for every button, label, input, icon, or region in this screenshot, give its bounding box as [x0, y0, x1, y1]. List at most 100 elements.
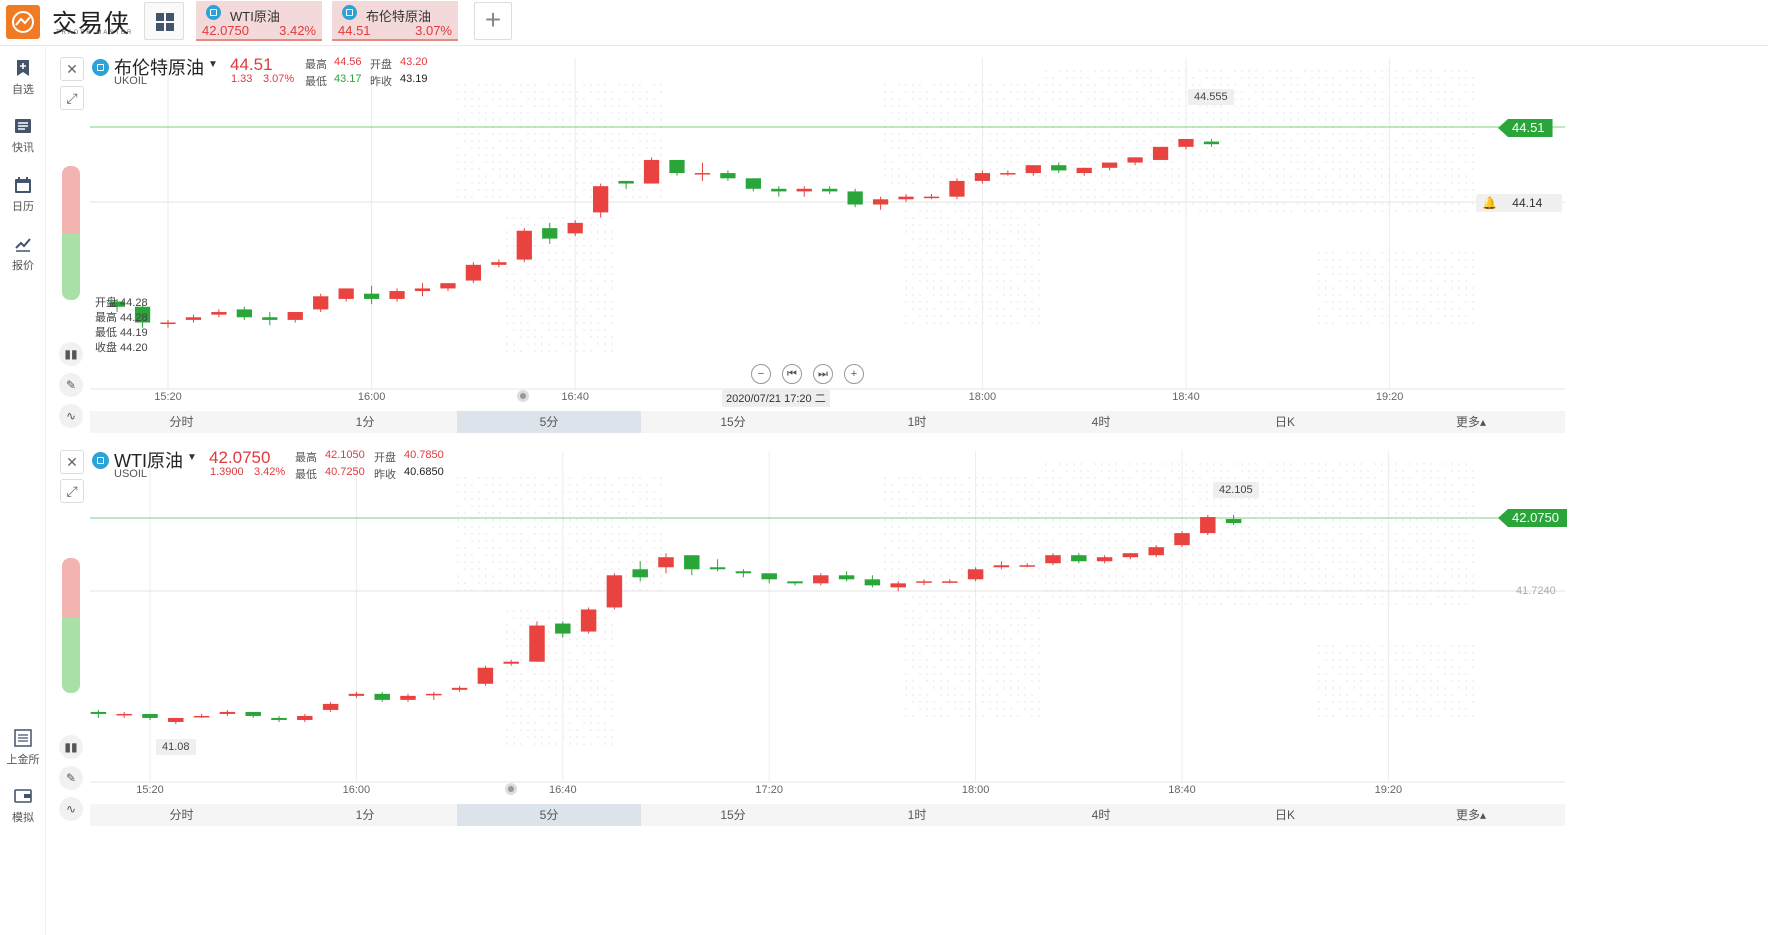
- period-tab[interactable]: 1分: [355, 808, 375, 822]
- candle[interactable]: [477, 665, 494, 686]
- period-tab[interactable]: 5分: [457, 804, 641, 826]
- period-tab[interactable]: 15分: [720, 808, 746, 822]
- expand-icon[interactable]: ⤢: [60, 86, 84, 110]
- candlestick-chart-brent[interactable]: [50, 48, 1768, 436]
- chevron-down-icon[interactable]: ▼: [208, 59, 218, 70]
- candle[interactable]: [890, 581, 906, 592]
- candle[interactable]: [90, 709, 107, 718]
- period-tab[interactable]: 日K: [1274, 808, 1295, 822]
- candle[interactable]: [593, 183, 609, 218]
- candle[interactable]: [1127, 157, 1143, 166]
- candle[interactable]: [1148, 545, 1164, 558]
- candle[interactable]: [451, 685, 468, 692]
- candle[interactable]: [923, 194, 940, 200]
- candle[interactable]: [465, 262, 482, 284]
- candle[interactable]: [440, 283, 456, 292]
- tab-wti[interactable]: WTI原油 42.0750 3.42%: [196, 1, 322, 41]
- candle[interactable]: [735, 569, 752, 578]
- period-tab[interactable]: 1时: [907, 808, 927, 822]
- candle[interactable]: [580, 607, 597, 634]
- candle[interactable]: [1225, 515, 1242, 526]
- candle[interactable]: [414, 283, 431, 297]
- period-tab[interactable]: 分时: [169, 415, 194, 429]
- candle[interactable]: [245, 711, 261, 718]
- sidebar-item-calendar[interactable]: 日历: [0, 176, 46, 214]
- period-tab[interactable]: 更多▴: [1455, 808, 1487, 822]
- line-chart-icon[interactable]: ∿: [59, 797, 83, 821]
- period-tab[interactable]: 4时: [1091, 415, 1111, 429]
- candle[interactable]: [271, 715, 287, 722]
- candle[interactable]: [1019, 563, 1035, 568]
- candle[interactable]: [185, 314, 202, 323]
- zoom-out-button[interactable]: −: [751, 364, 771, 384]
- candle[interactable]: [993, 561, 1010, 570]
- symbol-name[interactable]: 布伦特原油: [114, 58, 204, 78]
- candle[interactable]: [1102, 162, 1118, 171]
- candle[interactable]: [606, 573, 623, 610]
- candle[interactable]: [967, 567, 984, 582]
- candle[interactable]: [193, 713, 210, 718]
- candle[interactable]: [1178, 138, 1194, 150]
- candle[interactable]: [632, 561, 648, 582]
- candle[interactable]: [567, 220, 583, 236]
- candle[interactable]: [709, 559, 726, 572]
- sidebar-item-demo[interactable]: 模拟: [0, 787, 46, 825]
- period-tab[interactable]: 1分: [355, 415, 375, 429]
- layout-grid-button[interactable]: [144, 2, 184, 40]
- candle[interactable]: [1000, 170, 1016, 176]
- candle[interactable]: [974, 170, 991, 184]
- candle[interactable]: [1025, 165, 1041, 176]
- candle[interactable]: [236, 306, 252, 320]
- candle[interactable]: [109, 298, 125, 313]
- candle[interactable]: [787, 581, 803, 586]
- candle[interactable]: [694, 162, 711, 181]
- candle[interactable]: [1200, 515, 1216, 536]
- period-tab[interactable]: 15分: [720, 415, 746, 429]
- candle[interactable]: [211, 309, 227, 318]
- candle[interactable]: [1051, 162, 1067, 174]
- candle[interactable]: [720, 170, 736, 181]
- candle[interactable]: [287, 312, 303, 323]
- chevron-down-icon[interactable]: ▼: [187, 452, 197, 463]
- indicator-icon[interactable]: ▮▮: [59, 735, 83, 759]
- period-tab[interactable]: 更多▴: [1455, 415, 1487, 429]
- candle[interactable]: [168, 717, 184, 724]
- candle[interactable]: [1152, 146, 1169, 160]
- jump-start-button[interactable]: ⏮: [782, 364, 802, 384]
- candle[interactable]: [516, 228, 532, 263]
- candle[interactable]: [898, 194, 914, 202]
- candle[interactable]: [116, 711, 132, 718]
- candle[interactable]: [542, 222, 558, 244]
- candle[interactable]: [555, 621, 571, 638]
- candle[interactable]: [297, 713, 313, 722]
- candle[interactable]: [426, 691, 442, 700]
- period-tab[interactable]: 分时: [169, 808, 194, 822]
- price-alert-tag[interactable]: 🔔 44.14: [1476, 194, 1562, 212]
- candle[interactable]: [1071, 553, 1087, 564]
- close-panel-button[interactable]: ✕: [60, 450, 84, 474]
- candle[interactable]: [916, 579, 932, 586]
- candle[interactable]: [658, 553, 674, 574]
- candle[interactable]: [618, 180, 634, 189]
- zoom-in-button[interactable]: +: [844, 364, 864, 384]
- candle[interactable]: [872, 196, 889, 210]
- candle[interactable]: [529, 621, 545, 662]
- sidebar-item-watchlist[interactable]: 自选: [0, 59, 46, 97]
- period-tab[interactable]: 4时: [1091, 808, 1111, 822]
- candle[interactable]: [949, 178, 965, 200]
- candle[interactable]: [813, 573, 829, 586]
- symbol-name[interactable]: WTI原油: [114, 451, 183, 471]
- candle[interactable]: [761, 573, 777, 584]
- close-panel-button[interactable]: ✕: [60, 57, 84, 81]
- candle[interactable]: [313, 293, 329, 313]
- candle[interactable]: [942, 579, 958, 584]
- candle[interactable]: [491, 259, 507, 268]
- period-tab[interactable]: 日K: [1274, 415, 1295, 429]
- candle[interactable]: [262, 312, 278, 326]
- candle[interactable]: [503, 659, 519, 666]
- candle[interactable]: [796, 186, 812, 197]
- volume-slider-up[interactable]: [62, 558, 80, 618]
- candle[interactable]: [219, 709, 236, 716]
- candle[interactable]: [322, 701, 339, 712]
- candle[interactable]: [864, 575, 881, 588]
